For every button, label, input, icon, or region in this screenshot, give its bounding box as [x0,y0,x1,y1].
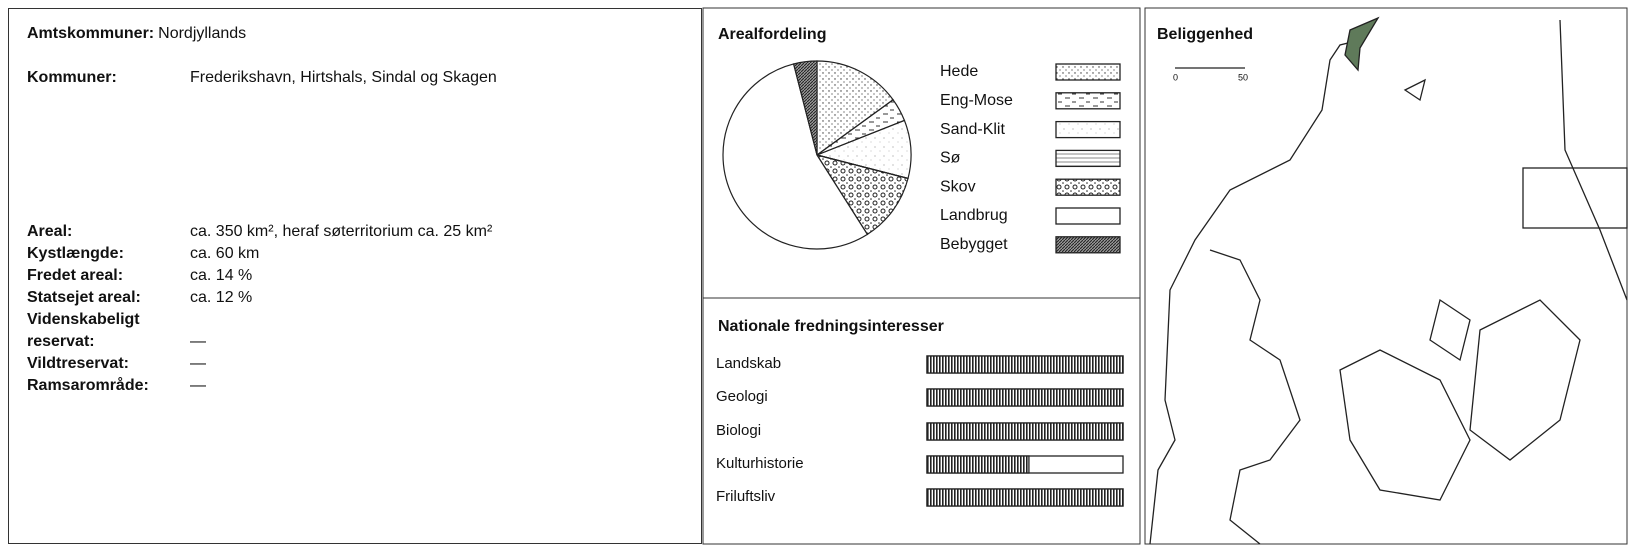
legend-label: Sand-Klit [940,121,1005,138]
label: Kystlængde: [27,245,124,262]
legend-label: Skov [940,178,976,195]
value: — [190,355,206,372]
label: Videnskabeligt reservat: [27,311,140,350]
bar [926,422,1124,441]
bar-label: Landskab [716,355,781,372]
legend-label: Bebygget [940,236,1008,253]
label: Amtskommuner: [27,25,155,42]
legend-swatch [1055,63,1121,81]
legend-swatch [1055,149,1121,168]
bar [926,488,1124,507]
island [1469,299,1581,461]
value: ca. 14 % [190,267,253,284]
label: Ramsarområde: [27,377,149,394]
coast [1149,17,1379,545]
bar-label: Friluftsliv [716,488,776,505]
legend-label: Landbrug [940,207,1008,224]
inset [1522,167,1628,229]
value: — [190,333,206,350]
value: — [190,377,206,394]
legend-swatch [1055,120,1121,139]
legend-label: Sø [940,150,961,167]
island [1429,298,1471,362]
label: Kommuner: [27,69,117,86]
bar-label: Biologi [716,422,761,439]
island [1339,349,1471,501]
value: Nordjyllands [158,25,247,42]
label: Statsejet areal: [27,289,141,306]
label: Vildtreservat: [27,355,129,372]
legend-swatch [1055,207,1121,225]
bar [926,455,1030,474]
facts: Areal: ca. 350 km², heraf søterritorium c… [27,221,492,397]
kommuner-row: Kommuner: Frederikshavn, Hirtshals, Sind… [27,67,497,89]
bar-title: Nationale fredningsinteresser [718,318,944,335]
coast [1559,19,1628,301]
bar-label: Geologi [716,388,768,405]
bar-label: Kulturhistorie [716,455,804,472]
info-panel: Amtskommuner: Nordjyllands Kommuner: Fre… [8,8,702,544]
legend-swatch [1055,178,1121,196]
pie-slice [815,154,909,236]
pie-slice [722,63,869,250]
legend-label: Hede [940,63,978,80]
legend-swatch [1055,236,1121,254]
panel-border [1144,7,1628,545]
bar [926,388,1124,407]
amt-row: Amtskommuner: Nordjyllands [27,23,246,45]
map [1149,16,1628,545]
value: Frederikshavn, Hirtshals, Sindal og Skag… [190,69,497,86]
value: ca. 60 km [190,245,260,262]
pie-slice [816,60,894,157]
pie-slice [792,60,818,156]
bar [926,355,1124,374]
label: Areal: [27,223,73,240]
island [1403,78,1426,102]
region [1344,16,1380,72]
map-title: Beliggenhed [1157,26,1253,43]
coast [1209,249,1301,545]
scale-label: 0 [1173,72,1178,82]
scale-label: 50 [1238,72,1248,82]
label: Fredet areal: [27,267,124,284]
value: ca. 350 km², heraf søterritorium ca. 25 … [190,223,493,240]
pie-title: Arealfordeling [718,26,826,43]
legend-swatch [1055,92,1121,110]
legend-label: Eng-Mose [940,92,1013,109]
value: ca. 12 % [190,289,253,306]
panel-border [702,297,1141,545]
